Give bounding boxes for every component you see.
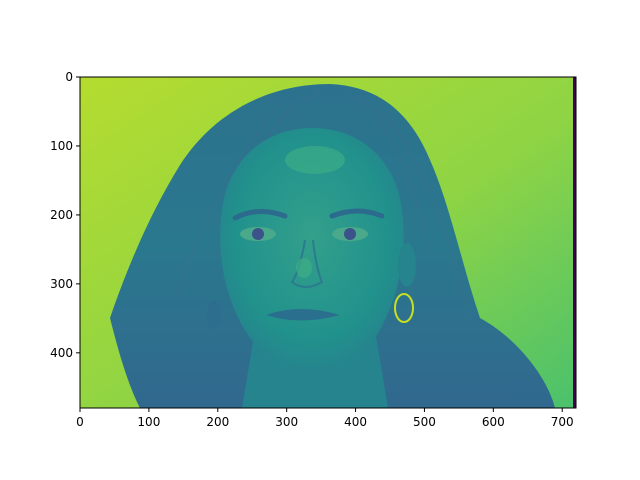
right-ear <box>398 243 416 287</box>
y-tick-label: 0 <box>65 70 73 84</box>
left-ear <box>207 301 221 329</box>
x-tick-label: 400 <box>344 415 367 429</box>
x-tick-label: 300 <box>275 415 298 429</box>
right-edge-strip <box>573 77 576 408</box>
forehead-highlight <box>285 146 345 174</box>
left-eyebrow <box>232 209 288 221</box>
right-eyebrow <box>329 208 385 219</box>
y-tick-label: 400 <box>50 346 73 360</box>
x-tick-label: 0 <box>76 415 84 429</box>
earring <box>394 293 414 323</box>
mouth <box>266 309 340 321</box>
x-tick-label: 100 <box>137 415 160 429</box>
right-iris <box>344 228 356 240</box>
y-tick-label: 300 <box>50 277 73 291</box>
nose-tip <box>296 258 312 278</box>
x-axis: 0 100 200 300 400 500 600 700 <box>76 408 574 429</box>
left-iris <box>252 228 264 240</box>
y-tick-label: 200 <box>50 208 73 222</box>
x-tick-label: 600 <box>482 415 505 429</box>
image-area <box>80 77 576 408</box>
x-tick-label: 700 <box>551 415 574 429</box>
y-axis: 0 100 200 300 400 <box>50 70 80 360</box>
x-tick-label: 200 <box>206 415 229 429</box>
x-tick-label: 500 <box>413 415 436 429</box>
face <box>220 128 404 372</box>
axes-frame <box>79 76 577 409</box>
y-tick-label: 100 <box>50 139 73 153</box>
